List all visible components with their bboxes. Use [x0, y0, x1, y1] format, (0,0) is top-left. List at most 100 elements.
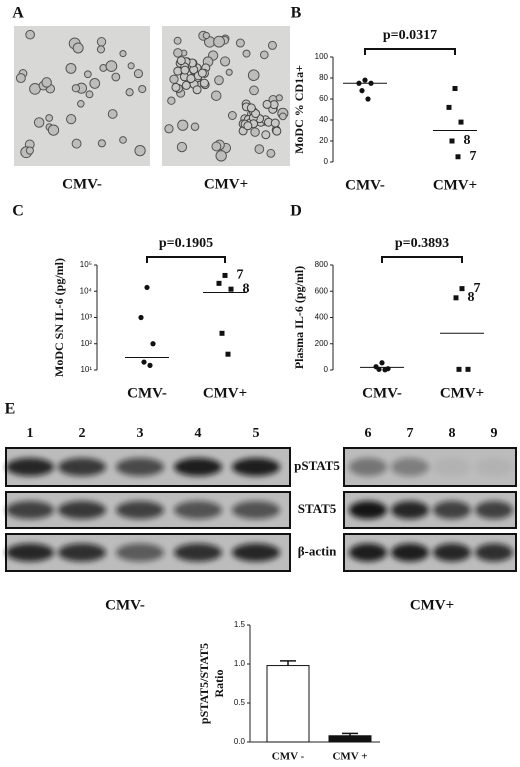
blot-group-label: CMV+ — [410, 597, 454, 613]
y-tick-label: 400 — [315, 313, 329, 322]
cell — [119, 49, 127, 58]
y-axis-label: Plasma IL-6 (pg/ml) — [292, 266, 306, 369]
cell — [235, 38, 245, 48]
blot-band — [349, 543, 387, 562]
lane-number: 8 — [449, 426, 456, 441]
cell — [47, 124, 60, 136]
blot-band — [232, 501, 280, 519]
blot-band — [475, 458, 513, 476]
point-label: 8 — [464, 133, 471, 148]
cell — [266, 148, 276, 158]
cell — [105, 60, 118, 73]
significance-bracket — [381, 256, 463, 263]
y-tick-label: 10³ — [80, 313, 92, 322]
cell — [213, 35, 226, 48]
y-axis-label: Ratio — [212, 670, 226, 698]
cell — [25, 29, 35, 40]
lane-number: 9 — [491, 426, 498, 441]
panel-letter: E — [5, 401, 16, 418]
data-point — [141, 359, 147, 365]
point-label: 7 — [237, 268, 244, 283]
micrograph-label: CMV- — [62, 176, 102, 192]
panel-letter: B — [291, 5, 302, 22]
data-point — [222, 272, 228, 278]
point-label: 8 — [243, 281, 250, 296]
cell — [33, 117, 45, 128]
blot-band — [174, 458, 222, 476]
y-tick-label: 0.0 — [234, 737, 246, 746]
cell-cluster — [262, 99, 272, 109]
cell — [202, 31, 210, 40]
y-tick-label: 1.0 — [234, 659, 246, 668]
data-point — [458, 119, 464, 125]
lane-number: 7 — [407, 426, 414, 441]
lane-number: 6 — [365, 426, 372, 441]
data-point — [365, 96, 371, 102]
cell — [89, 78, 101, 89]
y-tick-label: 200 — [315, 339, 329, 348]
blot-band — [116, 543, 164, 562]
blot-band — [58, 501, 106, 519]
p-value: p=0.1905 — [159, 236, 213, 251]
bar — [328, 735, 372, 743]
cell — [169, 74, 179, 84]
data-point — [379, 360, 385, 366]
blot-band — [475, 501, 513, 519]
data-point — [147, 362, 153, 368]
point-label: 8 — [468, 290, 475, 305]
x-tick-label: CMV - — [272, 751, 305, 763]
lane-number: 2 — [79, 426, 86, 441]
cell-cluster — [270, 118, 280, 128]
data-point — [452, 86, 458, 91]
cell — [254, 144, 265, 154]
cell — [173, 48, 183, 58]
blot-band — [232, 458, 280, 476]
data-point — [216, 280, 222, 286]
data-point — [138, 314, 144, 321]
cell — [173, 36, 182, 45]
cell-cluster — [192, 85, 202, 95]
y-tick-label: 80 — [319, 73, 328, 82]
cell — [45, 114, 54, 122]
cell — [97, 139, 106, 148]
y-tick-label: 20 — [319, 136, 328, 145]
blot-row-label: pSTAT5 — [294, 458, 340, 473]
blot-band — [6, 501, 54, 519]
blot-band — [349, 458, 387, 476]
bar — [266, 665, 310, 743]
cell — [41, 77, 52, 88]
cell — [96, 45, 106, 54]
data-point — [459, 286, 465, 292]
blot-band — [391, 501, 429, 519]
blot-band — [433, 458, 471, 476]
panel-letter: A — [12, 5, 24, 22]
y-tick-label: 600 — [315, 286, 329, 295]
cell — [267, 40, 277, 50]
cell — [275, 94, 283, 102]
blot-group-label: CMV- — [105, 597, 145, 613]
cell — [25, 146, 34, 155]
cell — [107, 109, 118, 119]
cell — [164, 124, 174, 134]
panel-letter: C — [12, 203, 24, 220]
data-point — [144, 284, 150, 291]
cell — [167, 96, 176, 105]
x-tick-label: CMV+ — [440, 385, 484, 401]
data-point — [150, 341, 156, 347]
blot-band — [174, 543, 222, 562]
lane-number: 3 — [137, 426, 144, 441]
blot-band — [6, 543, 54, 562]
lane-number: 1 — [27, 426, 34, 441]
y-tick-label: 40 — [319, 115, 328, 124]
cell-cluster — [180, 65, 190, 75]
point-label: 7 — [470, 149, 477, 164]
lane-number: 5 — [253, 426, 260, 441]
p-value: p=0.0317 — [383, 28, 437, 43]
blot-band — [391, 543, 429, 562]
blot-band — [232, 543, 280, 562]
cell — [83, 70, 92, 79]
cell — [177, 119, 189, 131]
y-axis-label: pSTAT5/STAT5 — [197, 643, 211, 724]
y-tick-label: 10⁴ — [80, 286, 93, 295]
